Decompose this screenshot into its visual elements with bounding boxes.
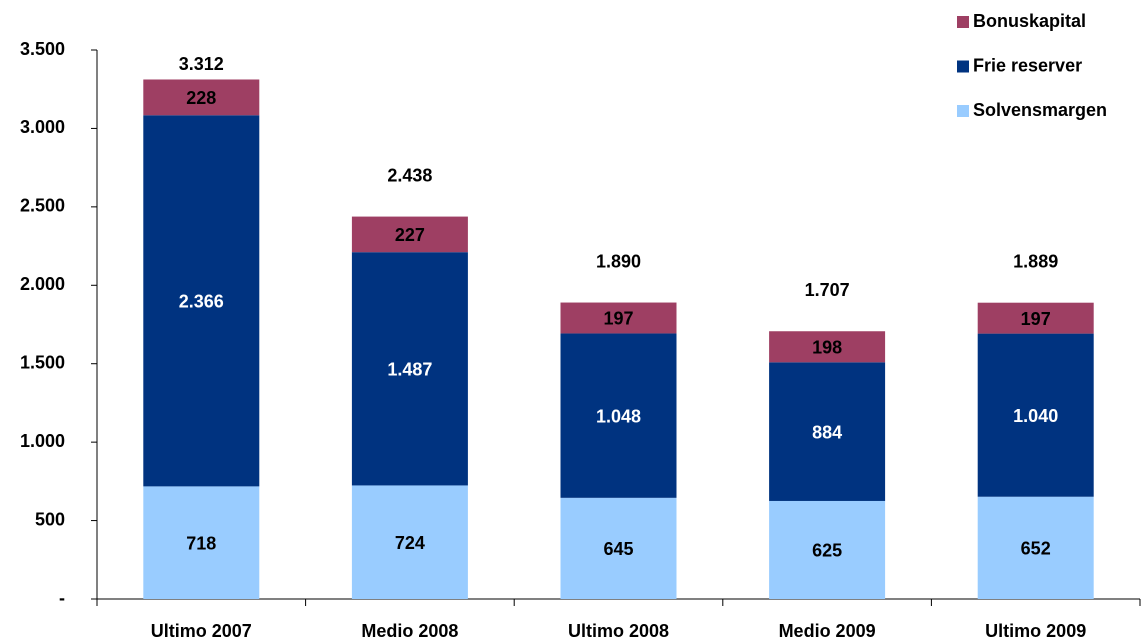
y-tick-label: 2.500	[20, 196, 65, 216]
bar-segment	[560, 333, 677, 498]
bar-segment	[977, 302, 1094, 334]
value-label: 1.487	[387, 360, 432, 380]
value-label: 197	[1021, 309, 1051, 329]
value-label: 2.366	[179, 292, 224, 312]
bar-segment	[143, 115, 260, 487]
total-label: 2.438	[387, 165, 432, 185]
value-label: 625	[812, 541, 842, 561]
total-label: 1.707	[805, 280, 850, 300]
value-label: 718	[186, 533, 216, 553]
legend-swatch	[957, 105, 969, 117]
y-tick-label: 2.000	[20, 274, 65, 294]
x-tick-label: Medio 2008	[361, 621, 458, 641]
value-label: 645	[603, 539, 633, 559]
value-label: 1.048	[596, 406, 641, 426]
legend-label: Bonuskapital	[973, 11, 1086, 31]
value-label: 652	[1021, 539, 1051, 559]
legend-label: Solvensmargen	[973, 100, 1107, 120]
y-tick-label: -	[59, 588, 65, 608]
y-tick-label: 3.000	[20, 117, 65, 137]
value-label: 228	[186, 88, 216, 108]
legend-swatch	[957, 16, 969, 28]
y-tick-label: 1.500	[20, 352, 65, 372]
x-tick-label: Ultimo 2008	[568, 621, 669, 641]
legend-label: Frie reserver	[973, 55, 1082, 75]
value-label: 1.040	[1013, 406, 1058, 426]
bar-segment	[769, 362, 886, 501]
total-label: 1.889	[1013, 251, 1058, 271]
bar-segment	[769, 500, 886, 599]
total-label: 1.890	[596, 251, 641, 271]
value-label: 197	[603, 309, 633, 329]
bar-segment	[351, 216, 468, 253]
bar-segment	[977, 496, 1094, 599]
value-label: 724	[395, 533, 425, 553]
bar-segment	[560, 497, 677, 599]
bar-segment	[143, 486, 260, 599]
bar-segment	[143, 79, 260, 116]
bar-segment	[977, 333, 1094, 497]
legend-swatch	[957, 60, 969, 73]
y-tick-label: 500	[35, 509, 65, 529]
y-tick-label: 3.500	[20, 39, 65, 59]
value-label: 227	[395, 225, 425, 245]
bar-segment	[351, 252, 468, 486]
total-label: 3.312	[179, 54, 224, 74]
bar-segment	[560, 302, 677, 334]
bar-segment	[351, 485, 468, 599]
x-tick-label: Ultimo 2007	[151, 621, 252, 641]
bar-segment	[769, 331, 886, 363]
y-tick-label: 1.000	[20, 431, 65, 451]
value-label: 884	[812, 422, 842, 442]
value-label: 198	[812, 338, 842, 358]
x-tick-label: Ultimo 2009	[985, 621, 1086, 641]
x-tick-label: Medio 2009	[779, 621, 876, 641]
